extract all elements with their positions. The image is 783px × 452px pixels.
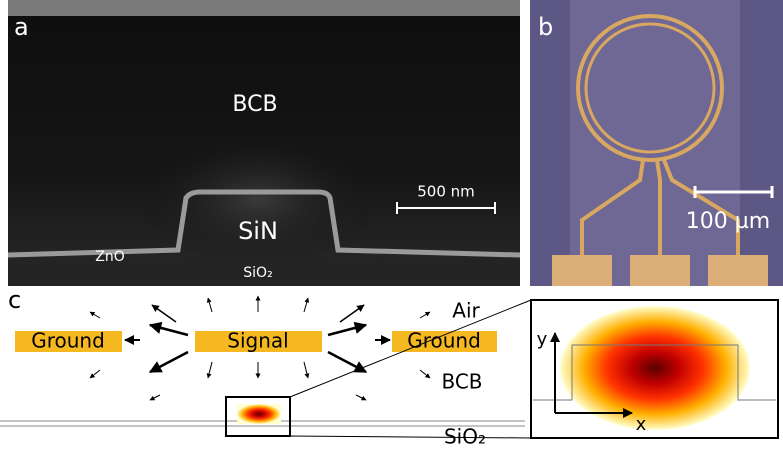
arrow [340, 305, 364, 322]
zoom-line [290, 436, 531, 438]
electrode-label: Ground [407, 329, 481, 353]
arrow [208, 298, 212, 312]
region-label: BCB [441, 370, 482, 394]
arrow [356, 395, 366, 400]
axis-label: x [636, 414, 647, 435]
arrow [90, 312, 100, 318]
material-label: ZnO [95, 249, 124, 265]
panel-c: c Ground Signal Ground Air BCB SiO₂ [0, 286, 778, 449]
mode-field [237, 404, 281, 424]
electrode-label: Signal [227, 329, 288, 353]
pad [708, 255, 768, 286]
arrow [150, 395, 160, 400]
region-label: SiO₂ [444, 425, 486, 449]
arrow [208, 362, 212, 378]
arrow [152, 305, 176, 322]
material-label: SiO₂ [243, 265, 272, 281]
panel-label: a [14, 13, 29, 41]
arrow [420, 370, 430, 378]
arrow [150, 352, 188, 372]
electrode-label: Ground [31, 329, 105, 353]
panel-label: c [8, 286, 21, 314]
inset-mode-field [560, 306, 750, 430]
scale-bar-label: 100 µm [686, 209, 770, 234]
pattern [530, 0, 570, 286]
top-surface [8, 0, 520, 16]
panel-label: b [538, 13, 553, 41]
axis-label: y [537, 329, 548, 350]
pad [630, 255, 690, 286]
pad [552, 255, 612, 286]
panel-b: 100 µm b [530, 0, 783, 286]
figure: a BCB SiN ZnO SiO₂ 500 nm 100 µm b c Gro… [0, 0, 783, 452]
material-label: SiN [238, 217, 278, 245]
arrow [90, 370, 100, 378]
pattern [740, 0, 783, 286]
scale-bar-label: 500 nm [417, 183, 475, 201]
region-label: Air [452, 299, 480, 323]
arrow [304, 298, 308, 312]
arrow [328, 325, 366, 335]
panel-a: a BCB SiN ZnO SiO₂ 500 nm [8, 0, 520, 286]
arrow [150, 325, 188, 335]
arrow [304, 362, 308, 378]
material-label: BCB [232, 92, 277, 117]
arrow [420, 312, 430, 318]
